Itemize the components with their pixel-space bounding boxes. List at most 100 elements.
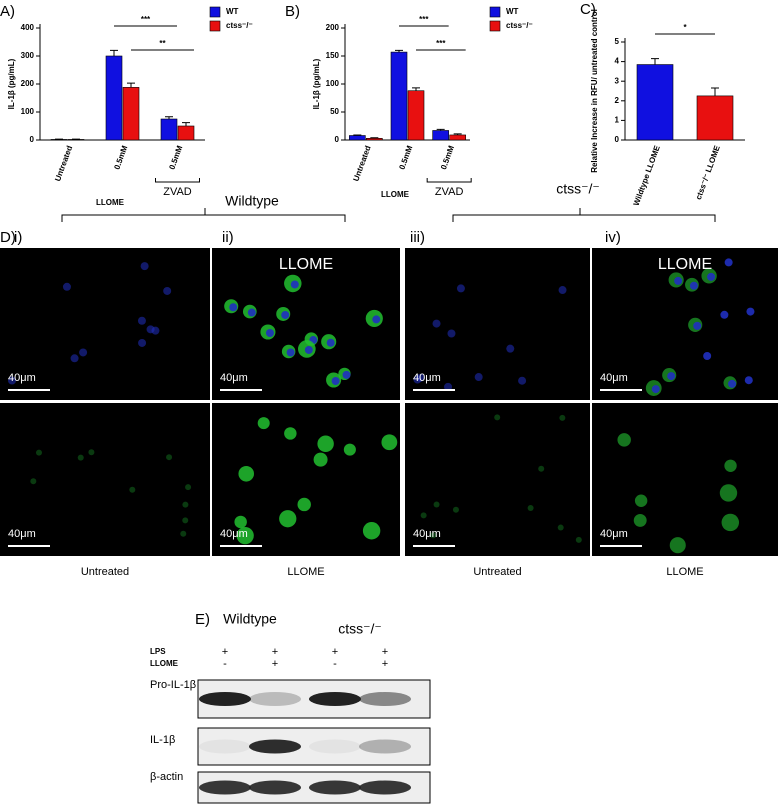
y-tick-label: 50 [330,107,339,116]
band [309,780,361,795]
band [359,692,411,706]
cell-nucleus [667,372,676,381]
scale-bar-label: 40μm [8,528,36,540]
panel-label: E) [195,611,210,628]
cell-nucleus [229,303,238,312]
panel-label: A) [0,3,15,20]
x-axis-label: LLOME [381,190,410,199]
cell-green [238,466,255,482]
cell-nucleus [140,262,149,271]
error-bar [412,87,420,91]
error-bar [127,82,135,88]
cell-nucleus [724,258,733,267]
cell-nucleus [674,276,683,285]
significance-label: *** [436,39,446,48]
error-bar [182,122,190,126]
condition-mark: + [272,646,278,658]
group-bracket [452,208,716,222]
panel-label: B) [285,3,300,20]
y-tick-label: 150 [326,51,340,60]
cell-nucleus [265,329,274,338]
bar [177,125,195,141]
error-bar [453,133,462,135]
cell-green [362,522,381,540]
subpanel-label: ii) [222,229,234,246]
band [199,692,251,706]
y-tick-label: 100 [21,107,35,116]
cell-green [279,510,297,528]
y-tick-label: 200 [21,79,35,88]
cell-green [633,513,647,527]
cell-faint [88,449,95,456]
scale-bar-label: 40μm [600,372,628,384]
cell-faint [557,524,564,531]
caption: Untreated [473,566,521,578]
legend-label: ctss⁻/⁻ [226,21,253,30]
cell-green [724,459,737,472]
cell-nucleus [290,280,299,289]
cell-nucleus [416,373,425,382]
error-bar [711,87,719,96]
cell-faint [182,501,189,508]
cell-nucleus [558,286,567,295]
cell-nucleus [372,315,381,324]
cell-nucleus [62,282,71,291]
cell-faint [452,506,459,513]
condition-label: LLOME [150,659,179,668]
subpanel-label: i) [14,229,22,246]
y-tick-label: 0 [335,135,340,144]
band [249,739,301,754]
legend-label: ctss⁻/⁻ [506,21,533,30]
y-tick-label: 4 [615,57,620,66]
bar [432,130,449,141]
cell-faint [575,536,582,543]
y-axis-label: IL-1β (pg/mL) [312,58,321,109]
cell-nucleus [456,284,465,293]
cell-nucleus [286,348,295,357]
bar [696,95,734,141]
cell-nucleus [79,348,88,357]
scale-bar-label: 40μm [8,372,36,384]
cell-faint [180,530,187,537]
cell-nucleus [151,326,160,335]
cell-faint [77,454,84,461]
significance-label: ** [159,39,166,48]
error-bar [165,116,173,119]
cell-green [343,443,356,456]
x-tick-label: 0.5mM [439,144,456,171]
cell-green [669,537,686,554]
condition-mark: + [222,646,228,658]
bar [407,90,425,141]
cell-nucleus [707,272,716,281]
band [359,739,411,754]
cell-faint [35,449,42,456]
overlay-label: LLOME [279,256,333,273]
subpanel-label: iii) [410,229,425,246]
scale-bar-label: 40μm [220,528,248,540]
significance-label: *** [141,15,151,24]
y-tick-label: 300 [21,51,35,60]
bar [366,138,383,141]
cell-green [634,494,648,507]
micrograph [0,248,210,400]
cell-nucleus [728,379,737,388]
scale-bar-label: 40μm [220,372,248,384]
y-axis-label: IL-1β (pg/mL) [7,58,16,109]
x-tick-label: 0.5mM [167,144,184,171]
cell-nucleus [163,286,172,295]
micrograph [592,248,778,400]
blot-label: β-actin [150,771,183,783]
condition-mark: - [333,658,337,670]
cell-green [284,427,297,440]
cell-nucleus [137,316,146,325]
x-tick-label: ctss⁻/⁻ LLOME [694,144,722,201]
x-tick-label: 0.5mM [112,144,129,171]
group-label: ZVAD [163,186,192,198]
legend-label: WT [226,7,239,16]
group-bracket [426,178,472,183]
caption: LLOME [287,566,324,578]
cell-green [719,484,738,502]
cell-faint [430,532,437,539]
cell-nucleus [70,354,79,363]
subpanel-label: iv) [605,229,621,246]
